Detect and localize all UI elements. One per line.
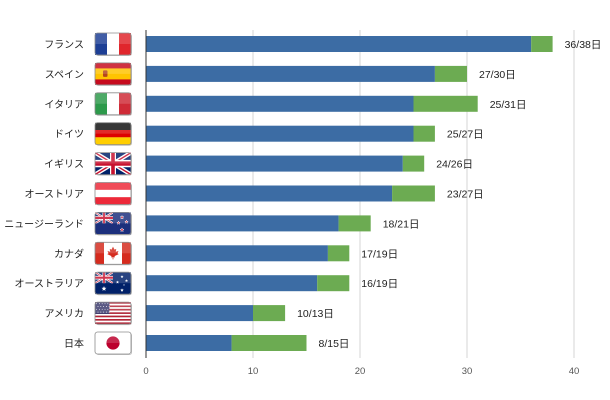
bar-secondary-segment <box>253 305 286 322</box>
data-label: 10/13日 <box>297 308 334 320</box>
category-label: イギリス <box>44 159 84 171</box>
australia-flag-icon <box>94 271 132 296</box>
category-label: カナダ <box>54 247 84 260</box>
bar-primary-segment <box>146 185 393 202</box>
category-label: オーストリア <box>25 189 85 201</box>
category-label: スペイン <box>45 70 84 81</box>
category-label: フランス <box>44 39 84 51</box>
x-tick-label: 0 <box>143 366 148 377</box>
bar-primary-segment <box>146 155 403 172</box>
bar-secondary-segment <box>413 125 435 142</box>
japan-flag-icon <box>94 331 132 355</box>
canada-flag-icon <box>94 241 132 266</box>
usa-flag-icon <box>94 301 132 326</box>
category-label: ニュージーランド <box>4 218 84 230</box>
category-label: オーストラリア <box>15 278 85 290</box>
category-label: イタリア <box>44 99 84 111</box>
bar-secondary-segment <box>317 275 350 292</box>
data-label: 23/27日 <box>447 189 484 201</box>
bar-secondary-segment <box>231 335 307 351</box>
data-label: 24/26日 <box>436 159 473 171</box>
x-tick-label: 10 <box>248 366 259 377</box>
spain-flag-icon <box>94 62 132 86</box>
bar-primary-segment <box>146 335 232 351</box>
bar-secondary-segment <box>531 36 553 52</box>
bar-secondary-segment <box>402 155 425 172</box>
bar-primary-segment <box>146 245 328 262</box>
bar-primary-segment <box>146 95 414 112</box>
category-label: 日本 <box>64 337 84 350</box>
x-tick-label: 30 <box>462 366 473 377</box>
bar-secondary-segment <box>338 215 371 232</box>
bar-secondary-segment <box>434 65 467 82</box>
new-zealand-flag-icon <box>94 211 132 236</box>
bar-primary-segment <box>146 275 318 292</box>
category-label: アメリカ <box>45 308 85 320</box>
category-label: ドイツ <box>54 130 84 141</box>
bar-secondary-segment <box>392 185 435 202</box>
austria-flag-icon <box>94 182 132 206</box>
bar-secondary-segment <box>327 245 350 262</box>
x-tick-label: 40 <box>569 366 580 377</box>
france-flag-icon <box>94 32 132 56</box>
data-label: 17/19日 <box>361 248 398 260</box>
germany-flag-icon <box>94 122 132 146</box>
bar-primary-segment <box>146 65 435 82</box>
data-label: 8/15日 <box>319 338 350 350</box>
data-label: 18/21日 <box>383 218 420 230</box>
bar-secondary-segment <box>413 95 478 112</box>
bar-primary-segment <box>146 125 414 142</box>
data-label: 36/38日 <box>565 39 602 51</box>
bar-primary-segment <box>146 305 253 322</box>
data-label: 25/31日 <box>490 99 527 111</box>
data-label: 16/19日 <box>361 278 398 290</box>
x-tick-label: 20 <box>355 366 366 377</box>
italy-flag-icon <box>94 92 132 116</box>
bar-primary-segment <box>146 36 532 52</box>
uk-flag-icon <box>94 152 132 176</box>
data-label: 27/30日 <box>479 69 516 81</box>
bar-primary-segment <box>146 215 339 232</box>
data-label: 25/27日 <box>447 129 484 141</box>
